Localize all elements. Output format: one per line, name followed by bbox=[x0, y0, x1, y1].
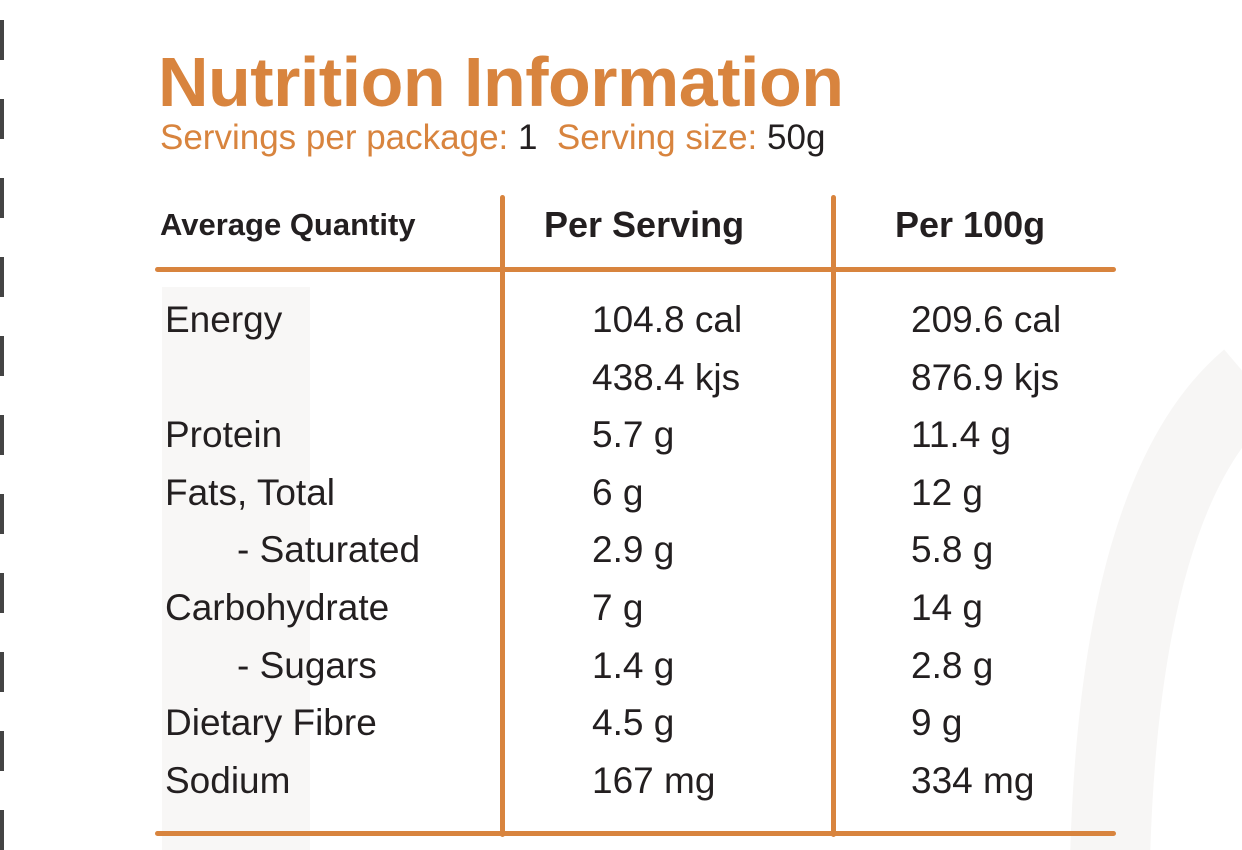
edge-mark bbox=[0, 336, 4, 376]
row-label bbox=[165, 349, 420, 407]
edge-mark bbox=[0, 415, 4, 455]
row-per-serving: 167 mg bbox=[592, 759, 716, 801]
row-per-serving: 5.7 g bbox=[592, 414, 675, 456]
edge-mark bbox=[0, 99, 4, 139]
servings-info: Servings per package: 1 Serving size: 50… bbox=[160, 116, 825, 160]
serving-size-value: 50g bbox=[767, 118, 826, 157]
edge-mark bbox=[0, 178, 4, 218]
row-per-100g: 209.6 cal bbox=[911, 299, 1062, 340]
row-per-serving: 6 g bbox=[592, 471, 644, 513]
page-title: Nutrition Information bbox=[158, 43, 844, 121]
edge-mark bbox=[0, 20, 4, 60]
label-column: Energy Protein Fats, Total - Saturated Carbo… bbox=[165, 291, 420, 809]
row-per-100g: 876.9 kjs bbox=[911, 356, 1060, 398]
edge-mark bbox=[0, 652, 4, 692]
background-arc bbox=[1070, 349, 1242, 850]
row-label: Protein bbox=[165, 414, 283, 456]
header-average-quantity: Average Quantity bbox=[160, 207, 416, 242]
edge-mark bbox=[0, 573, 4, 613]
row-label: Energy bbox=[165, 299, 283, 340]
row-per-serving: 438.4 kjs bbox=[592, 356, 741, 398]
row-per-serving: 1.4 g bbox=[592, 644, 675, 686]
header-per-100g: Per 100g bbox=[895, 204, 1046, 245]
row-per-100g: 11.4 g bbox=[911, 414, 1012, 456]
column-divider-2 bbox=[831, 195, 836, 837]
row-per-100g: 9 g bbox=[911, 702, 963, 744]
edge-mark bbox=[0, 810, 4, 850]
row-label: - Sugars bbox=[237, 644, 377, 686]
edge-mark bbox=[0, 731, 4, 771]
row-per-100g: 5.8 g bbox=[911, 529, 994, 571]
row-label: Dietary Fibre bbox=[165, 702, 377, 744]
row-label: Carbohydrate bbox=[165, 586, 390, 628]
row-per-100g: 2.8 g bbox=[911, 644, 994, 686]
row-per-serving: 2.9 g bbox=[592, 529, 675, 571]
row-per-serving: 7 g bbox=[592, 586, 644, 628]
row-label: Sodium bbox=[165, 759, 291, 801]
row-per-serving: 4.5 g bbox=[592, 702, 675, 744]
header-per-serving: Per Serving bbox=[544, 204, 745, 245]
edge-mark bbox=[0, 494, 4, 534]
row-label: Fats, Total bbox=[165, 471, 336, 513]
servings-per-package-label: Servings per package: bbox=[160, 118, 509, 157]
column-divider-1 bbox=[500, 195, 505, 837]
row-per-100g: 12 g bbox=[911, 471, 984, 513]
row-label: - Saturated bbox=[237, 529, 421, 571]
edge-mark bbox=[0, 257, 4, 297]
row-per-100g: 14 g bbox=[911, 586, 984, 628]
serving-size-label: Serving size: bbox=[556, 118, 758, 157]
per-serving-column: 104.8 cal 438.4 kjs 5.7 g 6 g 2.9 g 7 g 1.4 g 4… bbox=[592, 291, 742, 809]
label-column-background bbox=[162, 287, 310, 850]
servings-per-package-value: 1 bbox=[518, 118, 538, 157]
background-arc-shape bbox=[1070, 349, 1242, 850]
row-per-serving: 104.8 cal bbox=[592, 299, 743, 340]
per-100g-column: 209.6 cal 876.9 kjs 11.4 g 12 g 5.8 g 14 g 2.8… bbox=[911, 291, 1061, 809]
row-per-100g: 334 mg bbox=[911, 759, 1035, 801]
bottom-divider bbox=[155, 831, 1116, 836]
header-divider bbox=[155, 267, 1116, 272]
